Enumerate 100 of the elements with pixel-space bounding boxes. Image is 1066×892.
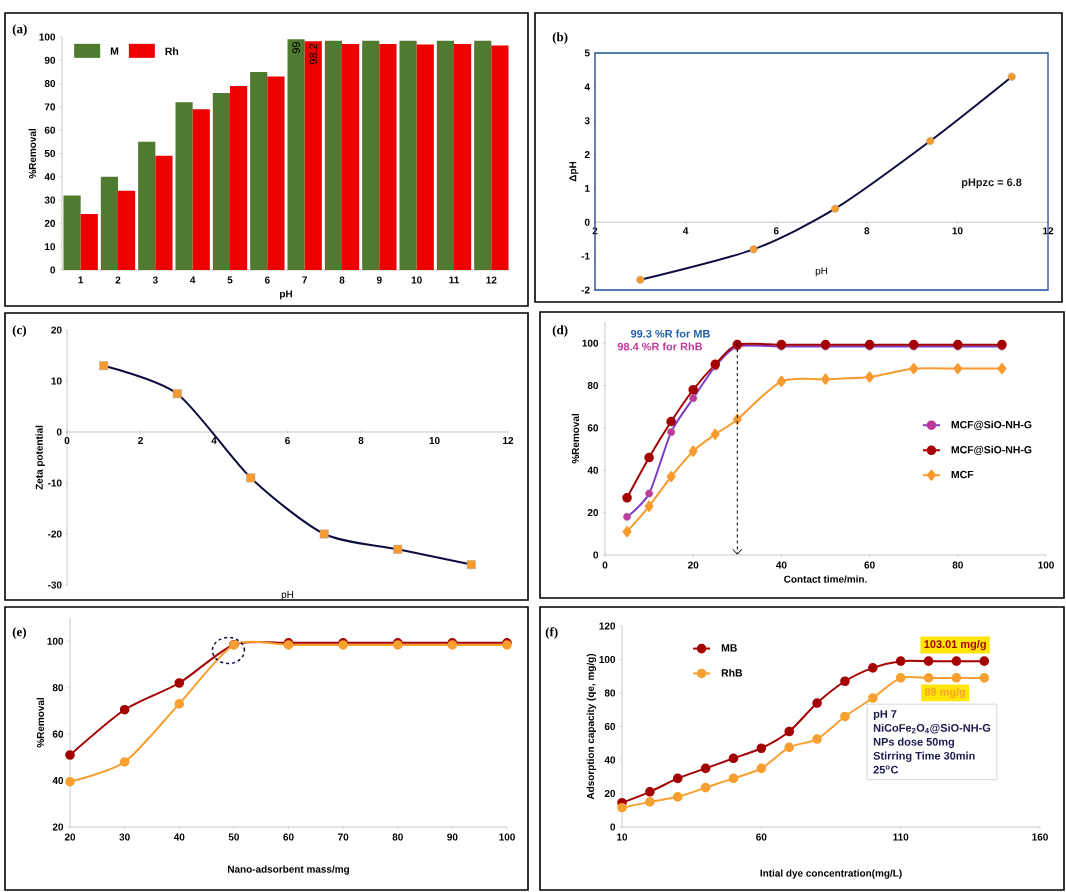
x-tick-label: 10 xyxy=(411,276,422,284)
y-axis-title: Adsorption capacity (qe, mg/g) xyxy=(586,653,597,800)
x-axis-title: Intial dye concentration(mg/L) xyxy=(760,869,902,879)
annotation: NiCoFe$_{2}$O$_{4}$@SiO-NH-G xyxy=(873,723,991,734)
y-tick-label: 90 xyxy=(44,56,56,64)
x-axis-title: pH xyxy=(280,290,292,300)
x-tick-label: 4 xyxy=(211,437,217,444)
x-tick-label: 10 xyxy=(429,437,440,445)
chart-title: (c) xyxy=(12,325,27,337)
x-tick-label: 6 xyxy=(285,437,290,445)
y-tick-label: 50 xyxy=(44,149,56,157)
y-tick-label: 60 xyxy=(52,730,64,738)
x-tick-label: 5 xyxy=(227,276,233,284)
y-tick-label: 40 xyxy=(52,777,64,785)
x-tick-label: 0 xyxy=(64,437,70,445)
x-tick-label: 12 xyxy=(503,437,514,444)
y-tick-label: 10 xyxy=(51,377,62,385)
y-tick-label: 2 xyxy=(584,151,590,159)
data-label: 99 xyxy=(292,42,300,54)
annotation: pHpzc = 6.8 xyxy=(961,178,1022,189)
y-tick-label: -30 xyxy=(47,581,62,589)
x-tick-label: 4 xyxy=(190,276,196,284)
x-tick-label: 3 xyxy=(152,276,158,284)
x-axis-title: pH xyxy=(281,591,294,600)
y-tick-label: 30 xyxy=(44,196,56,204)
chart-title: (d) xyxy=(552,325,568,337)
x-tick-label: 20 xyxy=(688,561,699,569)
y-tick-label: 100 xyxy=(582,339,599,347)
y-tick-label: -2 xyxy=(581,286,590,294)
y-tick-label: 100 xyxy=(599,655,616,664)
legend-label: Rh xyxy=(165,47,179,55)
y-tick-label: 40 xyxy=(587,466,599,474)
y-tick-label: 100 xyxy=(47,637,64,645)
x-tick-label: 50 xyxy=(228,833,240,841)
annotation: 99.3 %R for MB xyxy=(630,329,710,338)
x-tick-label: 20 xyxy=(64,833,76,841)
x-tick-label: 7 xyxy=(302,276,308,284)
y-tick-label: -10 xyxy=(47,479,62,487)
y-axis-title: %Removal xyxy=(36,698,45,748)
chart-title: (b) xyxy=(552,32,568,44)
x-tick-label: 80 xyxy=(952,561,963,569)
x-tick-label: 60 xyxy=(283,833,294,841)
y-tick-label: 40 xyxy=(604,756,616,764)
y-tick-label: 3 xyxy=(584,117,590,125)
data-label: 98.2 xyxy=(309,43,318,65)
x-tick-label: 4 xyxy=(683,227,689,235)
y-tick-label: 60 xyxy=(587,424,599,432)
x-tick-label: 110 xyxy=(893,833,909,841)
x-tick-label: 11 xyxy=(449,276,459,284)
x-tick-label: 9 xyxy=(376,276,382,284)
x-tick-label: 60 xyxy=(864,561,875,569)
y-tick-label: 0 xyxy=(593,551,599,559)
y-tick-label: 0 xyxy=(610,823,616,831)
x-tick-label: 40 xyxy=(776,561,787,569)
x-tick-label: 100 xyxy=(499,833,515,841)
y-tick-label: 1 xyxy=(585,184,590,192)
annotation: NPs dose 50mg xyxy=(873,737,955,748)
y-tick-label: 20 xyxy=(44,219,56,227)
x-tick-label: 10 xyxy=(952,227,963,235)
legend-label: MCF@SiO-NH-G xyxy=(951,420,1032,430)
y-tick-label: 70 xyxy=(44,103,56,111)
y-tick-label: 20 xyxy=(51,326,62,334)
annotation: Stirring Time 30min xyxy=(873,751,975,762)
x-tick-label: 90 xyxy=(447,833,458,841)
y-tick-label: 80 xyxy=(587,382,599,390)
x-tick-label: 8 xyxy=(864,227,870,235)
annotation: 98.4 %R for RhB xyxy=(617,342,703,351)
legend-label: M xyxy=(110,47,119,55)
y-tick-label: 40 xyxy=(44,173,56,181)
chart-title: (a) xyxy=(12,24,27,36)
y-tick-label: -20 xyxy=(47,530,62,538)
y-tick-label: 60 xyxy=(604,722,616,731)
y-tick-label: 0 xyxy=(50,266,56,274)
annotation: 89 mg/g xyxy=(924,687,966,699)
x-tick-label: 100 xyxy=(1038,561,1054,569)
x-tick-label: 80 xyxy=(392,833,403,841)
y-tick-label: 20 xyxy=(604,789,616,798)
x-tick-label: 30 xyxy=(119,833,130,841)
x-tick-label: 2 xyxy=(115,276,121,284)
y-tick-label: 4 xyxy=(584,83,590,91)
y-tick-label: 0 xyxy=(584,218,590,226)
x-tick-label: 6 xyxy=(773,227,779,235)
x-tick-label: 2 xyxy=(138,437,143,444)
x-tick-label: 1 xyxy=(78,276,84,284)
x-tick-label: 6 xyxy=(264,276,270,284)
x-tick-label: 40 xyxy=(173,833,185,841)
x-tick-label: 10 xyxy=(617,833,628,841)
y-tick-label: 80 xyxy=(604,689,616,697)
annotation: 103.01 mg/g xyxy=(924,639,986,651)
x-tick-label: 160 xyxy=(1032,833,1048,841)
y-tick-label: 80 xyxy=(52,684,64,692)
x-axis-title: Contact time/min. xyxy=(784,575,867,583)
y-axis-title: %Removal xyxy=(28,129,37,179)
y-axis-title: %Removal xyxy=(571,414,580,464)
x-axis-title: Nano-adsorbent mass/mg xyxy=(228,865,349,875)
legend-label: MB xyxy=(721,644,737,652)
y-tick-label: 100 xyxy=(39,33,56,41)
x-tick-label: 70 xyxy=(338,833,349,841)
x-tick-label: 60 xyxy=(756,833,767,841)
legend-label: MCF@SiO-NH-G xyxy=(951,445,1032,455)
